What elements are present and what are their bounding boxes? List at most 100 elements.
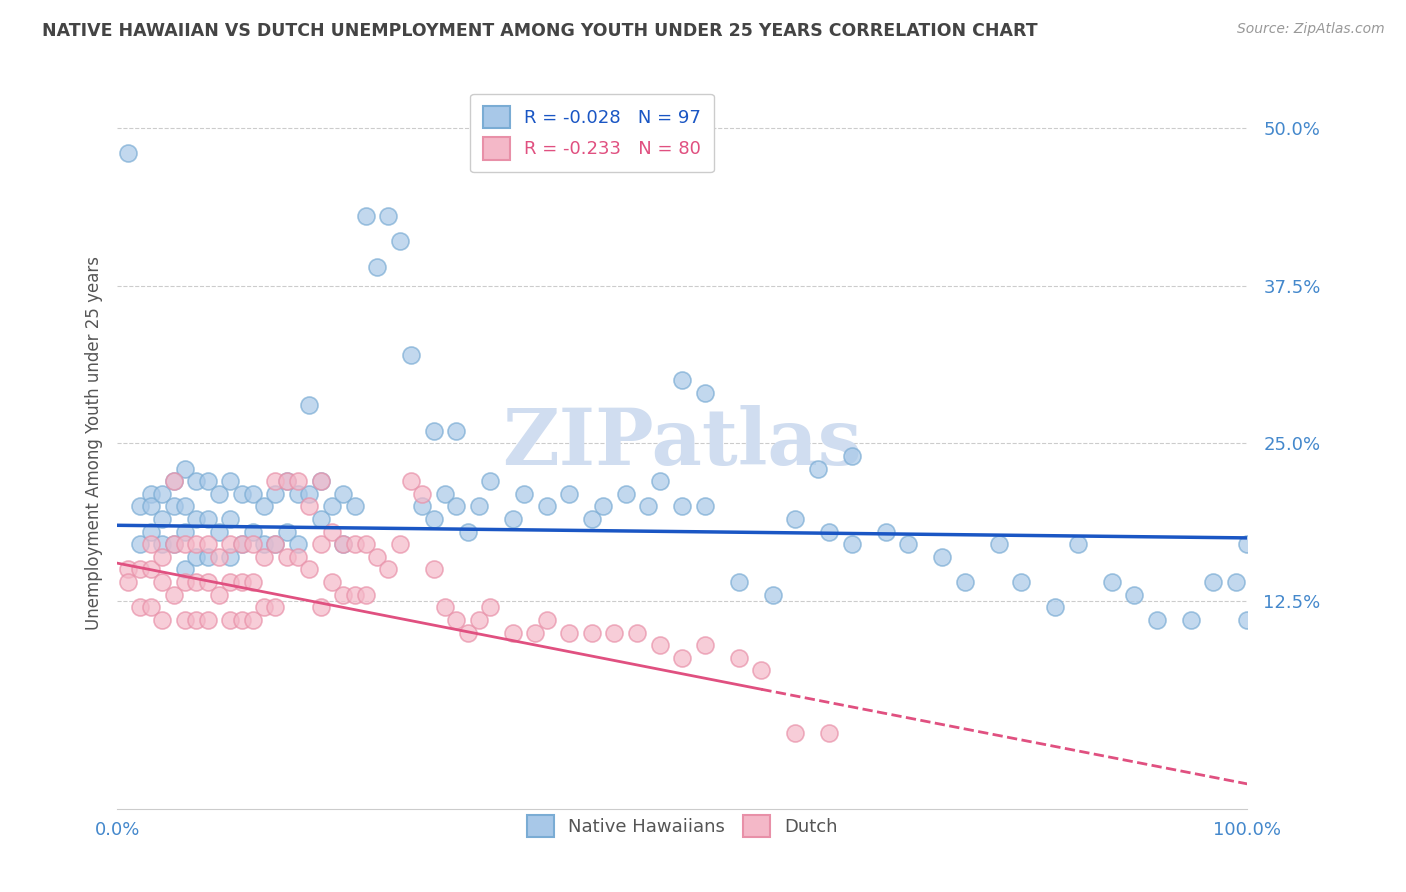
Point	[309, 600, 332, 615]
Point	[536, 500, 558, 514]
Point	[332, 487, 354, 501]
Text: ZIPatlas: ZIPatlas	[502, 405, 862, 482]
Point	[603, 625, 626, 640]
Point	[219, 537, 242, 551]
Point	[1101, 575, 1123, 590]
Y-axis label: Unemployment Among Youth under 25 years: Unemployment Among Youth under 25 years	[86, 256, 103, 631]
Point	[614, 487, 637, 501]
Point	[163, 588, 186, 602]
Point	[128, 600, 150, 615]
Point	[671, 373, 693, 387]
Point	[253, 600, 276, 615]
Point	[897, 537, 920, 551]
Point	[139, 600, 162, 615]
Point	[231, 575, 253, 590]
Legend: Native Hawaiians, Dutch: Native Hawaiians, Dutch	[519, 807, 845, 844]
Point	[276, 524, 298, 539]
Point	[242, 487, 264, 501]
Point	[388, 537, 411, 551]
Point	[128, 562, 150, 576]
Point	[253, 500, 276, 514]
Point	[163, 500, 186, 514]
Point	[242, 575, 264, 590]
Point	[287, 474, 309, 488]
Point	[197, 613, 219, 627]
Point	[693, 638, 716, 652]
Point	[186, 613, 208, 627]
Point	[354, 588, 377, 602]
Point	[174, 524, 197, 539]
Point	[276, 549, 298, 564]
Point	[762, 588, 785, 602]
Point	[1236, 613, 1258, 627]
Point	[751, 664, 773, 678]
Point	[287, 549, 309, 564]
Point	[953, 575, 976, 590]
Point	[231, 537, 253, 551]
Point	[671, 650, 693, 665]
Point	[139, 487, 162, 501]
Point	[785, 512, 807, 526]
Point	[468, 613, 491, 627]
Point	[128, 500, 150, 514]
Point	[152, 575, 174, 590]
Point	[343, 537, 366, 551]
Point	[399, 348, 422, 362]
Point	[648, 638, 671, 652]
Point	[163, 474, 186, 488]
Point	[388, 235, 411, 249]
Point	[343, 588, 366, 602]
Point	[637, 500, 659, 514]
Point	[186, 474, 208, 488]
Point	[163, 537, 186, 551]
Point	[931, 549, 953, 564]
Point	[727, 650, 749, 665]
Point	[502, 512, 524, 526]
Point	[242, 524, 264, 539]
Point	[264, 487, 287, 501]
Point	[208, 588, 231, 602]
Point	[186, 575, 208, 590]
Point	[197, 549, 219, 564]
Text: Source: ZipAtlas.com: Source: ZipAtlas.com	[1237, 22, 1385, 37]
Point	[671, 500, 693, 514]
Point	[152, 512, 174, 526]
Point	[841, 537, 863, 551]
Point	[422, 512, 444, 526]
Point	[366, 260, 388, 274]
Point	[479, 600, 502, 615]
Point	[1067, 537, 1090, 551]
Point	[536, 613, 558, 627]
Point	[818, 524, 841, 539]
Point	[457, 524, 479, 539]
Point	[219, 549, 242, 564]
Point	[468, 500, 491, 514]
Point	[558, 625, 581, 640]
Point	[309, 474, 332, 488]
Point	[411, 487, 433, 501]
Point	[117, 575, 139, 590]
Point	[152, 487, 174, 501]
Point	[197, 575, 219, 590]
Point	[841, 449, 863, 463]
Point	[693, 500, 716, 514]
Point	[354, 209, 377, 223]
Point	[231, 613, 253, 627]
Point	[648, 474, 671, 488]
Point	[264, 537, 287, 551]
Point	[1045, 600, 1067, 615]
Point	[174, 613, 197, 627]
Point	[524, 625, 547, 640]
Point	[332, 537, 354, 551]
Point	[309, 537, 332, 551]
Point	[818, 726, 841, 740]
Point	[422, 424, 444, 438]
Point	[1236, 537, 1258, 551]
Point	[139, 537, 162, 551]
Point	[264, 537, 287, 551]
Point	[174, 537, 197, 551]
Point	[163, 537, 186, 551]
Point	[242, 537, 264, 551]
Point	[592, 500, 614, 514]
Point	[208, 487, 231, 501]
